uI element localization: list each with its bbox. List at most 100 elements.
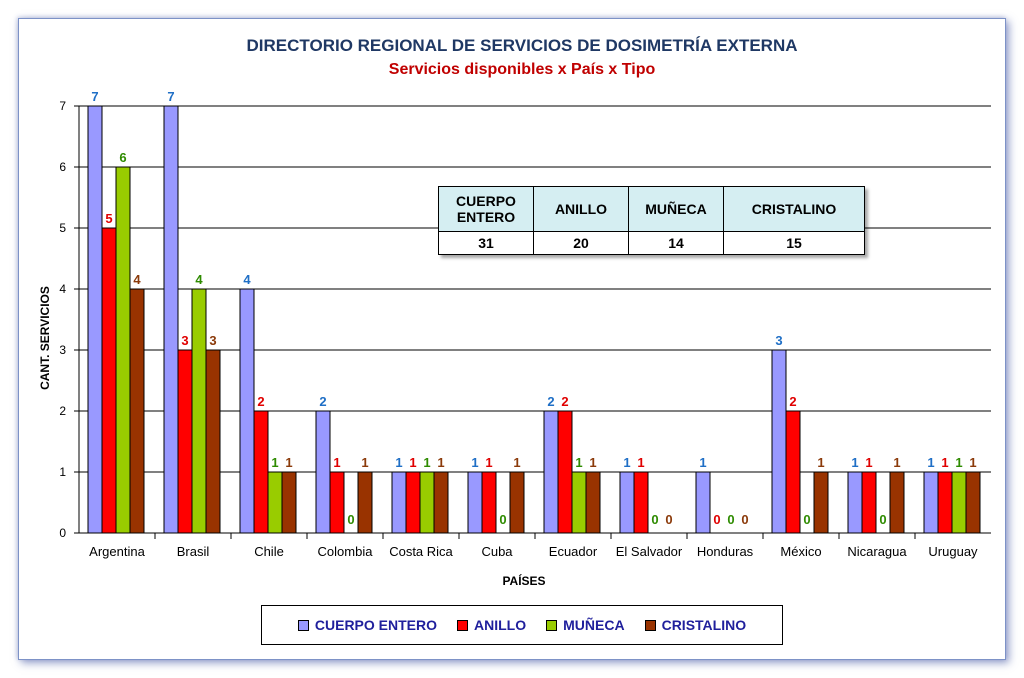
legend-swatch-cristalino xyxy=(644,619,656,631)
bar-cristalino xyxy=(889,471,905,534)
bar-cuerpo xyxy=(847,471,863,534)
y-tick-label: 0 xyxy=(59,526,66,540)
data-label-cuerpo: 2 xyxy=(319,394,326,409)
data-label-cristalino: 1 xyxy=(969,455,976,470)
y-tick-label: 1 xyxy=(59,465,66,479)
bar-cuerpo xyxy=(543,410,559,534)
data-label-muneca: 1 xyxy=(575,455,582,470)
bar-cristalino xyxy=(509,471,525,534)
x-tick-label: Brasil xyxy=(177,544,210,559)
legend-label-cuerpo: CUERPO ENTERO xyxy=(314,617,438,633)
totals-value-row: 31 20 14 15 xyxy=(438,231,865,255)
y-tick-label: 6 xyxy=(59,160,66,174)
bar-cristalino xyxy=(357,471,373,534)
totals-value-cuerpo: 31 xyxy=(438,231,534,255)
bar-cuerpo xyxy=(467,471,483,534)
x-tick-label: Colombia xyxy=(318,544,374,559)
bar-cristalino xyxy=(585,471,601,534)
bar-anillo xyxy=(405,471,421,534)
bar-anillo xyxy=(861,471,877,534)
x-tick-label: Ecuador xyxy=(549,544,598,559)
data-label-anillo: 1 xyxy=(409,455,416,470)
data-label-muneca: 0 xyxy=(347,512,354,527)
bar-muneca xyxy=(571,471,587,534)
data-label-muneca: 1 xyxy=(423,455,430,470)
bar-muneca xyxy=(951,471,967,534)
legend-item-cuerpo: CUERPO ENTERO xyxy=(297,617,438,633)
data-label-cristalino: 1 xyxy=(437,455,444,470)
bar-cuerpo xyxy=(163,105,179,534)
x-tick-label: Cuba xyxy=(481,544,513,559)
data-label-muneca: 0 xyxy=(727,512,734,527)
bar-muneca xyxy=(267,471,283,534)
data-label-cuerpo: 2 xyxy=(547,394,554,409)
chart-title: DIRECTORIO REGIONAL DE SERVICIOS DE DOSI… xyxy=(246,36,798,55)
data-label-anillo: 5 xyxy=(105,211,112,226)
bar-cristalino xyxy=(129,288,145,534)
data-label-cuerpo: 1 xyxy=(699,455,706,470)
totals-value-anillo: 20 xyxy=(533,231,629,255)
totals-table: CUERPO ENTERO ANILLO MUÑECA CRISTALINO 3… xyxy=(438,186,865,255)
bar-anillo xyxy=(937,471,953,534)
bar-muneca xyxy=(191,288,207,534)
data-label-cristalino: 1 xyxy=(817,455,824,470)
data-label-anillo: 1 xyxy=(485,455,492,470)
legend-swatch-anillo xyxy=(457,619,469,631)
y-tick-label: 2 xyxy=(59,404,66,418)
y-tick-label: 7 xyxy=(59,99,66,113)
data-label-anillo: 1 xyxy=(941,455,948,470)
data-label-cuerpo: 1 xyxy=(623,455,630,470)
totals-value-muneca: 14 xyxy=(628,231,724,255)
data-label-cristalino: 1 xyxy=(513,455,520,470)
data-label-anillo: 2 xyxy=(789,394,796,409)
chart-frame xyxy=(18,18,1006,660)
bar-muneca xyxy=(419,471,435,534)
bar-cuerpo xyxy=(391,471,407,534)
x-tick-label: El Salvador xyxy=(616,544,683,559)
data-label-cuerpo: 1 xyxy=(851,455,858,470)
data-label-muneca: 0 xyxy=(651,512,658,527)
bar-anillo xyxy=(177,349,193,534)
data-label-cristalino: 0 xyxy=(665,512,672,527)
legend-swatch-muneca xyxy=(546,619,558,631)
bar-anillo xyxy=(633,471,649,534)
data-label-cristalino: 3 xyxy=(209,333,216,348)
data-label-cuerpo: 1 xyxy=(927,455,934,470)
bar-cuerpo xyxy=(239,288,255,534)
y-tick-label: 5 xyxy=(59,221,66,235)
data-label-anillo: 1 xyxy=(865,455,872,470)
bar-anillo xyxy=(101,227,117,534)
data-label-cuerpo: 4 xyxy=(243,272,251,287)
data-label-muneca: 4 xyxy=(195,272,203,287)
x-tick-label: Nicaragua xyxy=(847,544,907,559)
totals-header-anillo: ANILLO xyxy=(533,186,629,232)
data-label-cristalino: 4 xyxy=(133,272,141,287)
bar-anillo xyxy=(253,410,269,534)
x-tick-label: Honduras xyxy=(697,544,754,559)
bar-muneca xyxy=(115,166,131,534)
data-label-cristalino: 0 xyxy=(741,512,748,527)
legend-swatch-cuerpo xyxy=(297,619,309,631)
bar-cristalino xyxy=(433,471,449,534)
data-label-muneca: 0 xyxy=(499,512,506,527)
data-label-cuerpo: 1 xyxy=(395,455,402,470)
data-label-anillo: 0 xyxy=(713,512,720,527)
data-label-cristalino: 1 xyxy=(361,455,368,470)
legend-label-anillo: ANILLO xyxy=(474,617,527,633)
data-label-muneca: 1 xyxy=(271,455,278,470)
data-label-cuerpo: 1 xyxy=(471,455,478,470)
totals-value-cristalino: 15 xyxy=(723,231,865,255)
bar-cuerpo xyxy=(771,349,787,534)
data-label-anillo: 2 xyxy=(257,394,264,409)
x-tick-label: Chile xyxy=(254,544,284,559)
bar-cristalino xyxy=(281,471,297,534)
chart-legend: CUERPO ENTERO ANILLO MUÑECA CRISTALINO xyxy=(261,605,783,645)
legend-label-cristalino: CRISTALINO xyxy=(661,617,747,633)
y-tick-label: 4 xyxy=(59,282,66,296)
bar-anillo xyxy=(481,471,497,534)
bar-anillo xyxy=(557,410,573,534)
bar-cuerpo xyxy=(87,105,103,534)
totals-header-row: CUERPO ENTERO ANILLO MUÑECA CRISTALINO xyxy=(438,186,865,232)
bar-cuerpo xyxy=(315,410,331,534)
data-label-muneca: 1 xyxy=(955,455,962,470)
